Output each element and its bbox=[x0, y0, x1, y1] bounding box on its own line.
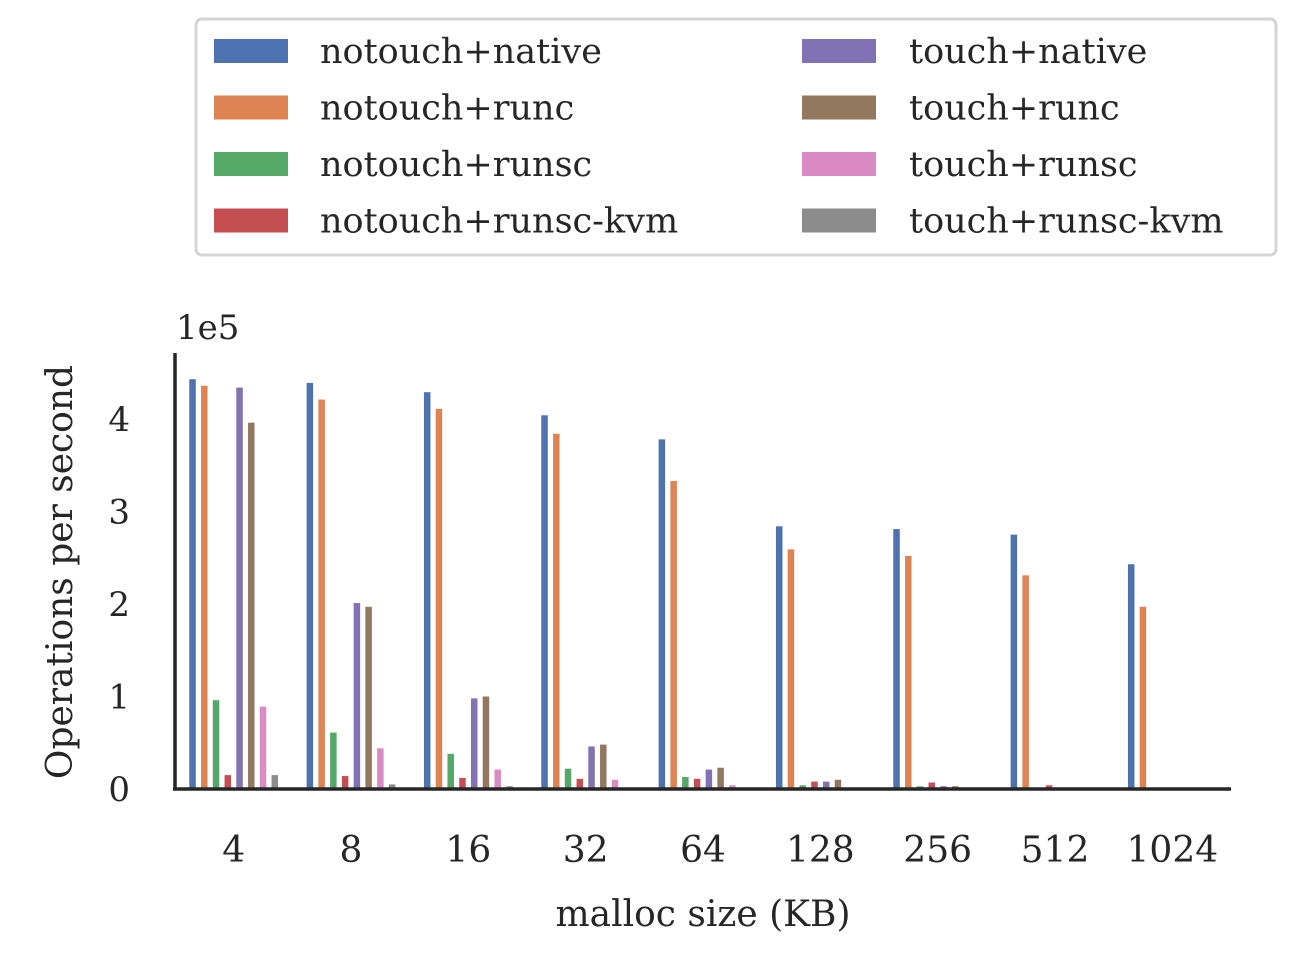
legend: notouch+native notouch+runc notouch+runsc n… bbox=[194, 17, 1278, 257]
bar-notouch-runsc-64 bbox=[682, 776, 689, 789]
x-tick-label: 256 bbox=[903, 830, 972, 871]
bar-notouch-runc-4 bbox=[201, 385, 208, 789]
legend-swatch bbox=[214, 152, 288, 176]
bar-notouch-runc-32 bbox=[553, 433, 560, 789]
y-tick-label: 2 bbox=[108, 585, 130, 625]
bar-notouch-native-512 bbox=[1010, 534, 1018, 789]
y-tick-labels: 0 1 2 3 4 bbox=[108, 400, 130, 810]
bar-touch-runsc-4 bbox=[259, 706, 267, 789]
bar-notouch-native-64 bbox=[658, 439, 666, 789]
legend-label: touch+runsc-kvm bbox=[909, 202, 1224, 242]
legend-swatch bbox=[214, 39, 288, 63]
bar-notouch-runc-64 bbox=[670, 480, 677, 789]
bar-notouch-runsc-32 bbox=[564, 768, 572, 789]
bar-touch-native-8 bbox=[353, 603, 361, 789]
bars-group bbox=[189, 379, 1147, 789]
bar-touch-runsc-8 bbox=[377, 748, 384, 789]
bar-notouch-runsc-kvm-64 bbox=[693, 778, 701, 789]
legend-label: notouch+runc bbox=[320, 89, 574, 129]
y-axis-label: Operations per second bbox=[40, 365, 81, 779]
legend-label: touch+native bbox=[909, 32, 1147, 72]
bar-notouch-runc-8 bbox=[318, 399, 325, 789]
legend-swatch bbox=[802, 208, 876, 233]
bar-touch-native-32 bbox=[588, 746, 595, 789]
bar-notouch-runsc-kvm-4 bbox=[224, 775, 232, 789]
legend-swatch bbox=[802, 152, 876, 176]
bar-notouch-native-16 bbox=[423, 392, 431, 789]
bar-notouch-native-4 bbox=[189, 379, 196, 789]
bar-touch-runc-16 bbox=[482, 696, 490, 789]
bar-touch-runc-128 bbox=[834, 779, 842, 789]
legend-swatch bbox=[802, 39, 876, 63]
bar-notouch-native-32 bbox=[541, 415, 548, 789]
bar-notouch-runc-16 bbox=[435, 408, 443, 789]
y-tick-label: 0 bbox=[108, 770, 130, 810]
bar-touch-runsc-16 bbox=[494, 769, 501, 789]
bar-touch-runc-64 bbox=[717, 767, 724, 789]
y-tick-label: 4 bbox=[108, 400, 130, 440]
x-tick-label: 1024 bbox=[1127, 830, 1219, 871]
legend-label: touch+runc bbox=[909, 89, 1120, 129]
legend-swatch bbox=[802, 95, 876, 120]
x-tick-label: 32 bbox=[563, 830, 609, 871]
bar-touch-native-128 bbox=[822, 781, 830, 789]
legend-label: notouch+runsc bbox=[320, 145, 592, 185]
bar-touch-runsc-32 bbox=[611, 779, 619, 789]
bar-notouch-runc-512 bbox=[1022, 575, 1029, 789]
bar-notouch-runc-128 bbox=[787, 549, 795, 789]
bar-notouch-runsc-kvm-8 bbox=[341, 776, 349, 789]
bar-touch-native-4 bbox=[236, 387, 243, 789]
bar-notouch-runsc-8 bbox=[330, 732, 337, 789]
bar-notouch-runsc-16 bbox=[447, 753, 454, 789]
bar-notouch-runsc-128 bbox=[799, 785, 806, 789]
x-tick-labels: 4 8 16 32 64 128 256 512 1024 bbox=[222, 830, 1218, 871]
bar-notouch-runsc-kvm-32 bbox=[576, 778, 584, 789]
bar-notouch-runc-1024 bbox=[1139, 606, 1147, 789]
bar-notouch-runc-256 bbox=[905, 555, 912, 789]
x-tick-label: 64 bbox=[680, 830, 726, 871]
bar-notouch-runsc-kvm-512 bbox=[1045, 785, 1053, 789]
bar-notouch-native-1024 bbox=[1127, 564, 1135, 789]
legend-label: notouch+runsc-kvm bbox=[320, 202, 678, 242]
y-tick-label: 1 bbox=[108, 678, 130, 718]
x-tick-label: 16 bbox=[445, 830, 491, 871]
x-tick-label: 512 bbox=[1021, 830, 1090, 871]
bar-touch-runc-32 bbox=[600, 744, 607, 789]
bar-notouch-native-128 bbox=[775, 526, 783, 789]
bar-touch-native-64 bbox=[705, 769, 713, 789]
bar-notouch-native-256 bbox=[893, 529, 900, 789]
legend-swatch bbox=[214, 208, 288, 233]
x-axis-label: malloc size (KB) bbox=[555, 894, 850, 935]
legend-label: notouch+native bbox=[320, 32, 602, 72]
legend-swatch bbox=[214, 95, 288, 120]
y-tick-label: 3 bbox=[108, 493, 130, 533]
bar-touch-native-16 bbox=[470, 698, 478, 789]
y-offset-label: 1e5 bbox=[176, 308, 239, 348]
legend-frame bbox=[194, 17, 1278, 257]
x-tick-label: 8 bbox=[340, 830, 363, 871]
legend-label: touch+runsc bbox=[909, 145, 1138, 185]
bar-touch-runsc-64 bbox=[729, 785, 736, 789]
x-tick-label: 128 bbox=[786, 830, 855, 871]
bar-notouch-native-8 bbox=[306, 382, 314, 789]
bar-touch-runc-8 bbox=[365, 606, 372, 789]
bar-touch-runc-4 bbox=[248, 422, 255, 789]
x-tick-label: 4 bbox=[222, 830, 245, 871]
bar-notouch-runsc-4 bbox=[212, 700, 220, 789]
bar-touch-runsc-kvm-8 bbox=[388, 784, 396, 789]
bar-touch-runsc-kvm-4 bbox=[271, 775, 279, 789]
bar-notouch-runsc-kvm-128 bbox=[811, 781, 818, 789]
bar-notouch-runsc-kvm-256 bbox=[928, 782, 936, 789]
bar-notouch-runsc-kvm-16 bbox=[459, 777, 466, 789]
